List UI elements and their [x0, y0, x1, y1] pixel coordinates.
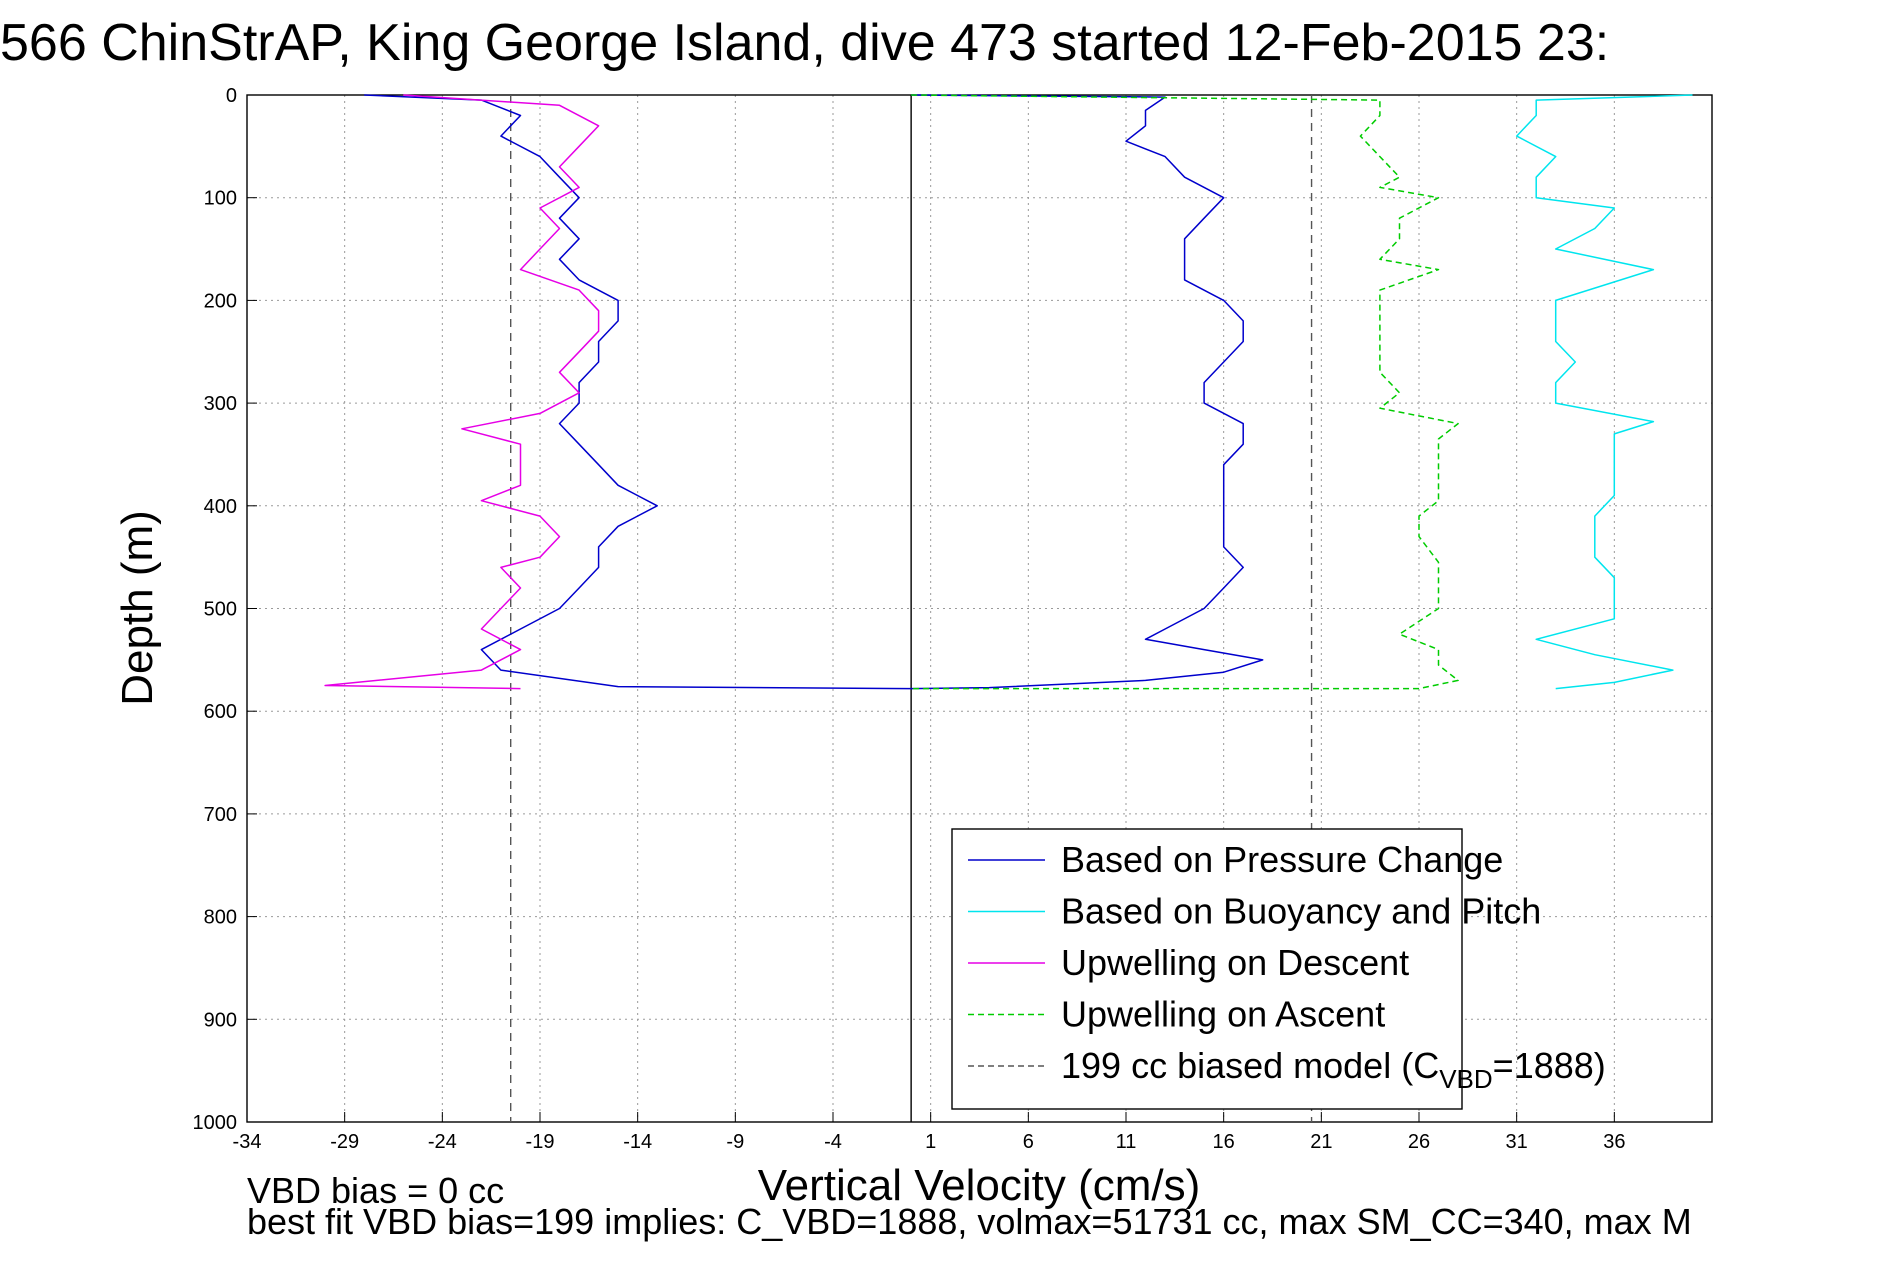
- y-tick-label: 200: [204, 290, 237, 312]
- series-line-upwelling-descent: [324, 94, 600, 690]
- footer-best-fit: best fit VBD bias=199 implies: C_VBD=188…: [247, 1201, 1692, 1242]
- legend-items: Based on Pressure Change Based on Buoyanc…: [968, 839, 1606, 1094]
- y-tick-label: 800: [204, 907, 237, 929]
- x-tick-label: 6: [1023, 1131, 1034, 1153]
- x-tick-label: 11: [1116, 1131, 1137, 1153]
- y-tick-label: 500: [204, 599, 237, 621]
- series-layer: [324, 94, 1693, 690]
- x-axis-ticks: -34 -29 -24 -19 -14 -9 -4 1 6 11 16 21 26 31 36: [233, 1112, 1625, 1153]
- x-tick-label: -29: [330, 1131, 359, 1153]
- y-tick-label: 900: [204, 1009, 237, 1031]
- x-axis-label: Vertical Velocity (cm/s): [758, 1161, 1201, 1210]
- y-tick-label: 700: [204, 804, 237, 826]
- x-tick-label: 31: [1506, 1131, 1528, 1153]
- x-tick-label: 21: [1310, 1131, 1332, 1153]
- legend-label: Based on Buoyancy and Pitch: [1061, 891, 1541, 932]
- series-line-pressure-ascent: [911, 94, 1264, 690]
- x-tick-label: -24: [428, 1131, 457, 1153]
- chart-title: 566 ChinStrAP, King George Island, dive …: [0, 14, 1609, 72]
- y-axis-ticks: 0 100 200 300 400 500 600 700 800 900 1000: [193, 85, 257, 1134]
- legend-label: Based on Pressure Change: [1061, 839, 1503, 880]
- x-tick-label: 1: [925, 1131, 936, 1153]
- legend-box: [951, 828, 1463, 1110]
- legend-label: Upwelling on Descent: [1061, 942, 1409, 983]
- footer-vbd-bias: VBD bias = 0 cc: [247, 1170, 504, 1211]
- legend-label: Upwelling on Ascent: [1061, 994, 1385, 1035]
- y-axis-label: Depth (m): [113, 510, 162, 706]
- x-tick-label: 16: [1213, 1131, 1235, 1153]
- y-tick-label: 1000: [193, 1112, 238, 1134]
- x-tick-label: -9: [726, 1131, 744, 1153]
- y-tick-label: 400: [204, 496, 237, 518]
- x-tick-label: -4: [824, 1131, 842, 1153]
- x-tick-label: -19: [526, 1131, 555, 1153]
- x-tick-label: 36: [1603, 1131, 1625, 1153]
- series-line-buoyancy-ascent: [1515, 94, 1693, 690]
- series-line-upwelling-ascent: [911, 94, 1459, 690]
- y-tick-label: 300: [204, 393, 237, 415]
- y-tick-label: 100: [204, 188, 237, 210]
- legend-label: 199 cc biased model (CVBD=1888): [1061, 1045, 1606, 1094]
- x-tick-label: -34: [233, 1131, 262, 1153]
- y-tick-label: 600: [204, 701, 237, 723]
- y-tick-label: 0: [226, 85, 237, 107]
- x-tick-label: 26: [1408, 1131, 1430, 1153]
- x-tick-label: -14: [623, 1131, 652, 1153]
- legend: Based on Pressure Change Based on Buoyanc…: [951, 828, 1606, 1110]
